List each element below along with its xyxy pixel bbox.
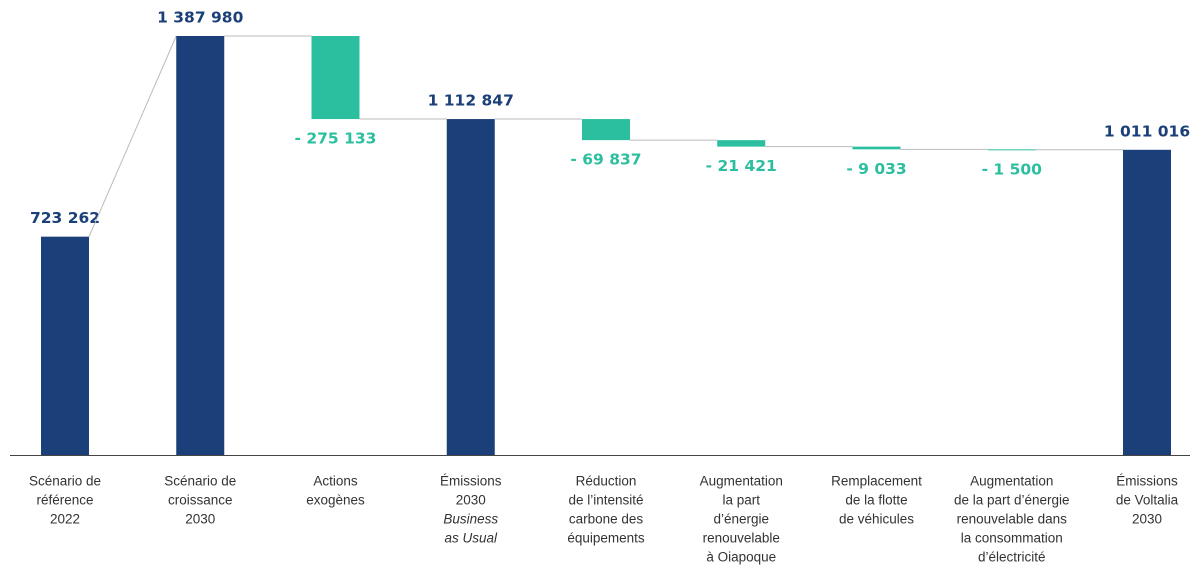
bar (987, 149, 1036, 151)
x-tick-label: Business (443, 512, 498, 527)
x-tick-label: Augmentation (970, 474, 1053, 489)
x-tick-label: de Voltalia (1116, 493, 1179, 508)
x-tick-label: de la part d’énergie (954, 493, 1070, 508)
x-tick-label: 2030 (456, 493, 486, 508)
connector (88, 35, 177, 237)
x-tick-label: de l’intensité (568, 493, 643, 508)
x-tick-label: d’énergie (713, 512, 769, 527)
x-tick-label: as Usual (444, 531, 498, 546)
x-tick-label: d’électricité (978, 550, 1046, 565)
value-label: - 69 837 (570, 151, 641, 169)
bar (176, 36, 225, 455)
x-tick-label: croissance (168, 493, 233, 508)
x-tick-label: de la flotte (845, 493, 907, 508)
x-tick-label: 2030 (1132, 512, 1162, 527)
value-label: - 1 500 (982, 160, 1043, 178)
x-tick-label: Remplacement (831, 474, 922, 489)
x-tick-label: à Oiapoque (706, 550, 776, 565)
x-tick-label: Émissions (1116, 474, 1178, 489)
value-label: 1 387 980 (157, 9, 244, 27)
x-tick-label: exogènes (306, 493, 365, 508)
x-tick-label: renouvelable (703, 531, 780, 546)
bar (311, 36, 360, 120)
bar (1123, 149, 1171, 455)
x-tick-label: Scénario de (164, 474, 236, 489)
x-tick-label: Augmentation (700, 474, 783, 489)
bar (446, 119, 495, 456)
x-tick-label: 2022 (50, 512, 80, 527)
x-tick-label: la consommation (961, 531, 1063, 546)
x-tick-label: Actions (313, 474, 358, 489)
bar (41, 236, 89, 455)
bar (582, 119, 630, 141)
x-tick-label: Réduction (576, 474, 637, 489)
value-label: 1 011 016 (1104, 122, 1190, 140)
value-label: - 21 421 (706, 157, 777, 175)
value-label: 1 112 847 (428, 92, 514, 110)
bar (717, 140, 766, 147)
x-tick-label: de véhicules (839, 512, 914, 527)
x-tick-label: carbone des (569, 512, 644, 527)
x-tick-label: renouvelable dans (957, 512, 1068, 527)
x-tick-label: équipements (567, 531, 645, 546)
bar (852, 146, 901, 150)
x-tick-label: Scénario de (29, 474, 101, 489)
x-tick-label: 2030 (185, 512, 215, 527)
value-label: - 9 033 (846, 160, 906, 178)
value-label: 723 262 (30, 209, 100, 227)
x-tick-label: la part (722, 493, 760, 508)
x-tick-label: référence (36, 493, 93, 508)
x-tick-label: Émissions (440, 474, 502, 489)
value-label: - 275 133 (295, 130, 377, 148)
